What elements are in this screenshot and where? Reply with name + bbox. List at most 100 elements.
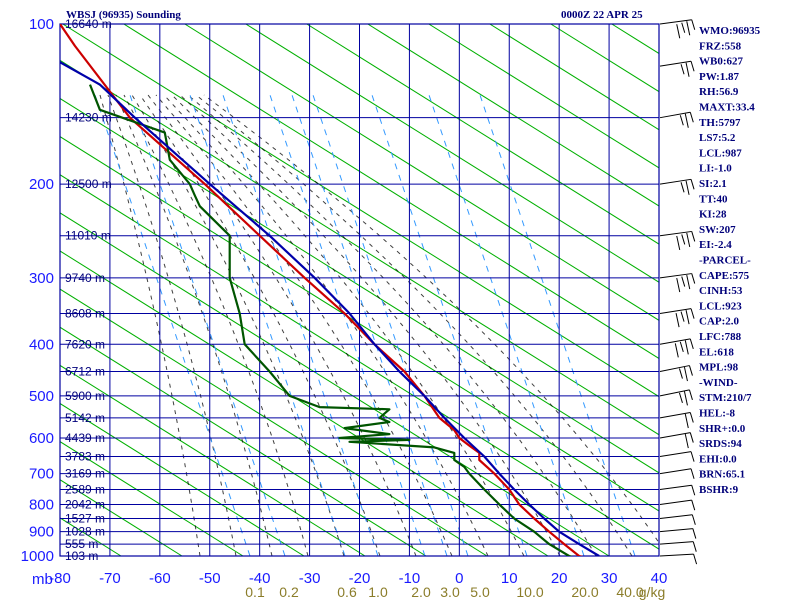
wind-barb-staff (659, 389, 690, 397)
wind-barb-flag (691, 485, 696, 496)
moist-adiabat-line (179, 94, 561, 556)
index-item: -PARCEL- (699, 255, 751, 267)
wind-barb (659, 60, 695, 77)
mixing-ratio-line (479, 94, 636, 556)
pressure-tick-label: 200 (29, 176, 54, 193)
wind-barb-flag (678, 368, 683, 379)
wind-barb-flag (684, 113, 689, 128)
wind-barb-staff (659, 230, 692, 237)
height-label: 2042 m (65, 497, 105, 511)
height-label: 6712 m (65, 365, 105, 379)
indices-panel: WMO:96935 FRZ:558 WB0:627 PW:1.87 RH:56.9 MAX… (699, 25, 761, 496)
dry-adiabat-line (60, 212, 610, 556)
wind-barb-flag (692, 541, 697, 552)
index-item: RH:56.9 (699, 86, 739, 98)
wind-barb-flag (679, 115, 684, 126)
index-item: LCL:923 (699, 300, 742, 312)
mixing-ratio-line (269, 94, 426, 556)
temperature-tick-label: -10 (399, 570, 421, 587)
temperature-tick-label: 30 (601, 570, 618, 587)
wind-barb (659, 111, 694, 128)
dry-adiabat-line (60, 174, 659, 550)
mixing-ratio-line (189, 94, 346, 556)
dry-adiabat-line (62, 24, 659, 398)
wind-barb-staff (659, 365, 690, 372)
index-item: TH:5797 (699, 117, 741, 129)
wind-barb-flag (690, 468, 695, 479)
height-label: 16640 m (65, 17, 112, 31)
sounding-series (60, 24, 600, 556)
wind-barb-staff (659, 451, 692, 457)
wind-barb-flag (690, 179, 695, 190)
wind-barb-flag (685, 309, 690, 325)
wind-barb-staff (659, 308, 692, 314)
mixing-ratio-line (222, 94, 379, 556)
pressure-tick-label: 800 (29, 496, 54, 513)
plot-frame (59, 23, 660, 557)
wind-barb-flag (690, 451, 695, 462)
height-label: 3169 m (65, 467, 105, 481)
moist-adiabat-line (171, 94, 525, 556)
wind-barb (659, 19, 696, 39)
wind-barb-flag (681, 22, 686, 33)
mixing-ratio-tick-label: 0.1 (245, 584, 265, 600)
moist-adiabat-line (163, 94, 489, 556)
index-item: LFC:788 (699, 331, 742, 343)
index-item: SW:207 (699, 224, 736, 236)
wind-barb-flag (680, 182, 685, 193)
wind-barb-flag (684, 340, 689, 355)
moist-adiabat-line (155, 94, 453, 556)
temperature-tick-label: -20 (349, 570, 371, 587)
wind-barb-flag (680, 311, 685, 322)
wind-barb-flag (678, 392, 683, 404)
mixing-ratio-tick-label: 40.0 (616, 584, 643, 600)
wind-barb (659, 553, 698, 565)
wind-barb-staff (659, 60, 692, 67)
dry-adiabat-line (60, 59, 659, 436)
wind-barb-flag (691, 500, 696, 511)
wind-barb (659, 468, 695, 479)
wind-barb-flag (690, 308, 695, 319)
wind-barb-flag (689, 112, 694, 123)
index-item: LS7:5.2 (699, 132, 736, 144)
mixing-ratio-tick-label: 20.0 (571, 584, 598, 600)
wind-barb-flag (690, 61, 695, 72)
dry-adiabat-line (60, 364, 366, 556)
wind-barb-flag (680, 64, 685, 75)
wind-barb (659, 451, 695, 462)
height-label: 1527 m (65, 511, 105, 525)
wind-barb (659, 432, 694, 449)
mixing-ratio-tick-label: 0.2 (279, 584, 299, 600)
wind-barb-flag (691, 273, 696, 284)
dry-adiabat-line (60, 326, 427, 556)
wind-barb-flag (688, 365, 693, 376)
index-item: SI:2.1 (699, 178, 727, 190)
wind-barb (659, 484, 696, 496)
moist-adiabat-line (139, 94, 381, 556)
wind-barb (659, 411, 694, 429)
wind-barb-staff (659, 541, 694, 545)
dry-adiabat-line (60, 97, 659, 474)
wind-barb-flag (681, 234, 686, 245)
index-item: SRDS:94 (699, 438, 742, 450)
height-label: 2589 m (65, 483, 105, 497)
dry-adiabat-line (184, 24, 659, 321)
dry-adiabat-line (428, 24, 659, 169)
height-label: 555 m (65, 537, 98, 551)
wind-barb-staff (659, 514, 693, 519)
index-item: CAPE:575 (699, 270, 750, 282)
index-item: SHR+:0.0 (699, 423, 746, 435)
mixing-ratio-line (94, 94, 251, 556)
pressure-tick-label: 600 (29, 430, 54, 447)
dry-adiabat-line (306, 24, 659, 245)
wind-barb-flag (693, 553, 698, 565)
temperature-tick-label: 0 (455, 570, 463, 587)
index-item: BSHR:9 (699, 484, 739, 496)
dry-adiabat-line (60, 288, 488, 556)
height-label: 103 m (65, 549, 98, 563)
wind-barb-staff (659, 273, 692, 279)
moist-adiabat-line (99, 94, 201, 556)
wind-barb-flag (689, 412, 694, 423)
height-label: 1028 m (65, 525, 105, 539)
